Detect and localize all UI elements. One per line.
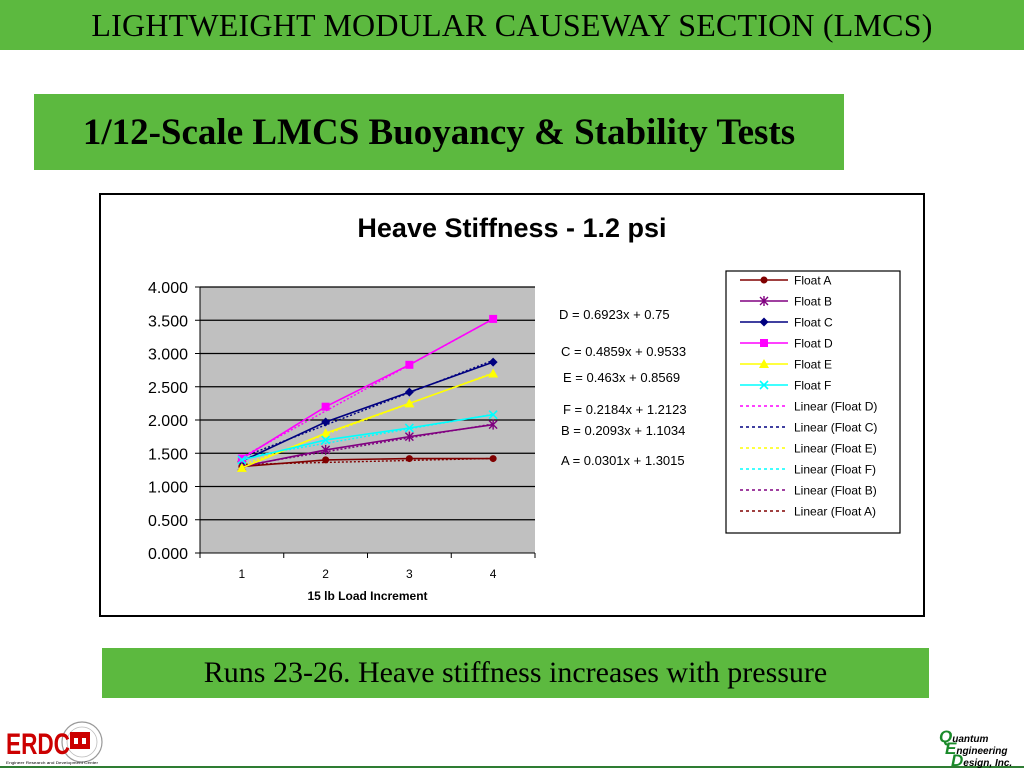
y-tick-label: 2.000 <box>148 413 188 430</box>
y-tick-label: 0.500 <box>148 513 188 530</box>
y-tick-label: 1.000 <box>148 480 188 497</box>
chart-frame: Heave Stiffness - 1.2 psi 0.000 0.500 1.000… <box>99 193 925 617</box>
series-line <box>241 457 494 468</box>
qed-line-3: Design, Inc. <box>951 751 1013 770</box>
legend-entry: Linear (Float A) <box>794 505 876 519</box>
data-point <box>488 368 499 378</box>
y-tick-label: 4.000 <box>148 280 188 297</box>
y-tick-label: 2.500 <box>148 380 188 397</box>
legend-marker <box>759 296 769 306</box>
data-point <box>405 455 413 463</box>
header-banner: LIGHTWEIGHT MODULAR CAUSEWAY SECTION (LM… <box>0 0 1024 51</box>
data-point <box>237 454 246 463</box>
qed-logo: Quantum Engineering Design, Inc. <box>935 727 1020 770</box>
x-tick-label: 3 <box>406 567 413 581</box>
x-tick-label: 1 <box>239 567 246 581</box>
data-point <box>488 357 498 367</box>
y-tick-label: 0.000 <box>148 546 188 563</box>
equation-label: B = 0.2093x + 1.1034 <box>561 423 685 438</box>
data-point <box>488 419 498 430</box>
data-point <box>405 360 414 369</box>
erdc-logo-subtext: Engineer Research and Development Center <box>6 760 99 765</box>
legend-entry: Linear (Float E) <box>794 442 877 456</box>
data-point <box>404 387 414 397</box>
data-point <box>321 417 331 427</box>
legend-entry: Float B <box>794 295 832 309</box>
legend-entry: Float C <box>794 316 833 330</box>
data-point <box>489 314 498 323</box>
caption-box: Runs 23-26. Heave stiffness increases wi… <box>102 648 929 698</box>
data-point <box>404 398 415 408</box>
data-point <box>322 456 330 464</box>
qed-line-2: Engineering <box>945 739 1008 758</box>
data-point <box>236 462 247 472</box>
legend-entry: Float F <box>794 379 831 393</box>
data-point <box>237 455 247 465</box>
y-tick-label: 3.500 <box>148 313 188 330</box>
legend-entry: Float A <box>794 274 831 288</box>
series-line <box>241 361 494 462</box>
qed-line-1: Quantum <box>939 727 989 746</box>
legend-marker <box>760 276 768 284</box>
equation-label: C = 0.4859x + 0.9533 <box>561 344 686 359</box>
legend-entry: Linear (Float B) <box>794 484 877 498</box>
header-title: LIGHTWEIGHT MODULAR CAUSEWAY SECTION (LM… <box>91 6 933 43</box>
erdc-logo: ERDC Engineer Research and Development C… <box>6 721 103 765</box>
legend-marker <box>759 359 769 368</box>
footer-divider <box>0 766 1024 768</box>
data-point <box>404 423 414 433</box>
legend-marker <box>759 380 769 390</box>
y-tick-label: 1.500 <box>148 446 188 463</box>
x-axis-label: 15 lb Load Increment <box>307 589 427 603</box>
equation-label: E = 0.463x + 0.8569 <box>563 370 680 385</box>
data-point <box>321 435 331 445</box>
equation-label: F = 0.2184x + 1.2123 <box>563 402 687 417</box>
subtitle-box: 1/12-Scale LMCS Buoyancy & Stability Tes… <box>34 94 844 170</box>
legend-marker <box>759 317 769 327</box>
data-point <box>320 428 331 438</box>
series-line <box>241 318 494 460</box>
data-point <box>489 455 497 463</box>
chart-title: Heave Stiffness - 1.2 psi <box>357 213 666 243</box>
erdc-seal-icon <box>61 721 103 763</box>
legend-entry: Linear (Float F) <box>794 463 876 477</box>
heave-stiffness-chart: Heave Stiffness - 1.2 psi 0.000 0.500 1.000… <box>148 213 901 603</box>
castle-icon <box>70 732 90 749</box>
x-tick-label: 4 <box>490 567 497 581</box>
slide-subtitle: 1/12-Scale LMCS Buoyancy & Stability Tes… <box>82 111 796 153</box>
legend-entry: Float E <box>794 358 832 372</box>
equation-label: A = 0.0301x + 1.3015 <box>561 453 685 468</box>
x-tick-label: 2 <box>322 567 329 581</box>
data-point <box>488 410 498 420</box>
data-point <box>404 431 414 442</box>
legend-entry: Float D <box>794 337 833 351</box>
data-point <box>321 444 331 455</box>
data-point <box>321 402 330 411</box>
erdc-logo-text: ERDC <box>6 728 70 761</box>
equation-label: D = 0.6923x + 0.75 <box>559 307 670 322</box>
series-line <box>241 413 494 461</box>
legend-entry: Linear (Float C) <box>794 421 877 435</box>
legend-entry: Linear (Float D) <box>794 400 877 414</box>
series-line <box>241 423 494 468</box>
slide-caption: Runs 23-26. Heave stiffness increases wi… <box>203 656 828 689</box>
y-tick-label: 3.000 <box>148 347 188 364</box>
legend-marker <box>760 339 768 347</box>
